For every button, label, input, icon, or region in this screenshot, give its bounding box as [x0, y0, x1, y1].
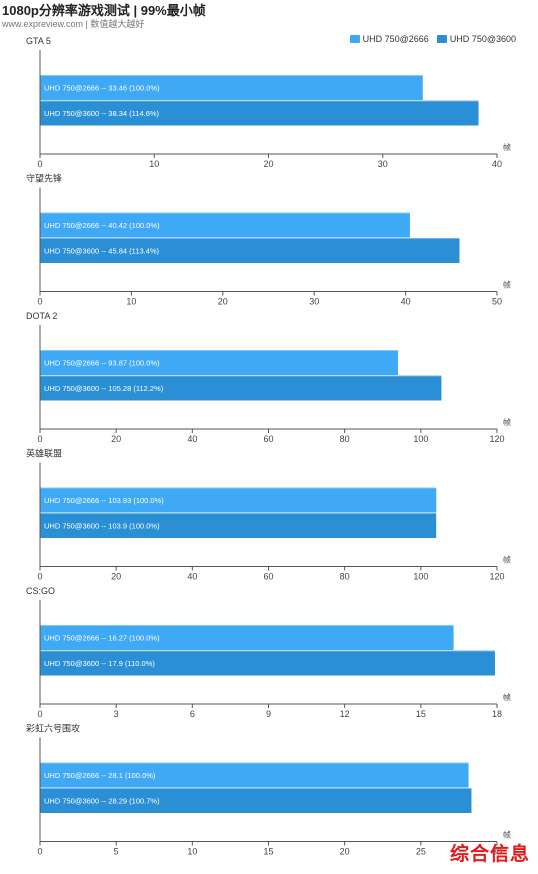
x-unit-label: 帧 [503, 555, 511, 565]
bar-highlight [40, 487, 437, 489]
chart-title: 彩虹六号围攻 [26, 723, 80, 734]
bar-label: UHD 750@3600 -- 103.9 (100.0%) [44, 522, 160, 531]
watermark: 综合信息 [449, 844, 530, 865]
bar-3600 [40, 788, 472, 813]
x-tick-label: 15 [263, 847, 273, 857]
legend-item-3600[interactable]: UHD 750@3600 [436, 34, 516, 44]
x-tick-label: 18 [492, 709, 502, 719]
bar-highlight [40, 762, 469, 764]
bar-highlight [40, 788, 472, 789]
x-tick-label: 60 [263, 434, 273, 444]
x-tick-label: 30 [378, 159, 388, 169]
page-title: 1080p分辨率游戏测试 | 99%最小帧 [2, 3, 206, 18]
chart-title: 英雄联盟 [26, 448, 62, 459]
chart-title: GTA 5 [26, 36, 51, 46]
x-unit-label: 帧 [503, 417, 511, 427]
x-tick-label: 20 [111, 572, 121, 582]
x-tick-label: 0 [37, 159, 42, 169]
x-tick-label: 0 [37, 434, 42, 444]
bar-highlight [40, 75, 423, 76]
x-tick-label: 20 [111, 434, 121, 444]
x-tick-label: 120 [489, 572, 504, 582]
bar-label: UHD 750@3600 -- 105.28 (112.2%) [44, 384, 164, 393]
bar-2666 [40, 487, 437, 513]
legend: UHD 750@2666 UHD 750@3600 [349, 34, 516, 44]
bar-3600 [40, 100, 479, 126]
x-tick-label: 80 [340, 434, 350, 444]
bar-2666 [40, 212, 410, 238]
x-tick-label: 20 [218, 297, 228, 307]
page-subtitle: www.expreview.com | 数值越大越好 [2, 19, 145, 29]
bar-highlight [40, 100, 479, 102]
x-unit-label: 帧 [503, 692, 511, 702]
x-tick-label: 5 [114, 847, 119, 857]
bar-label: UHD 750@2666 -- 33.46 (100.0%) [44, 84, 160, 93]
x-tick-label: 12 [340, 709, 350, 719]
x-tick-label: 20 [340, 847, 350, 857]
chart-title: DOTA 2 [26, 311, 57, 321]
x-tick-label: 3 [114, 709, 119, 719]
bar-label: UHD 750@2666 -- 103.93 (100.0%) [44, 496, 164, 505]
x-tick-label: 0 [37, 709, 42, 719]
chart-title: CS:GO [26, 586, 55, 596]
x-tick-label: 30 [309, 297, 319, 307]
legend-swatch-2666 [349, 35, 360, 43]
x-tick-label: 100 [413, 434, 428, 444]
legend-label-3600: UHD 750@3600 [449, 34, 516, 44]
bar-3600 [40, 238, 460, 263]
bar-highlight [40, 212, 410, 214]
x-tick-label: 15 [416, 709, 426, 719]
bar-2666 [40, 350, 398, 375]
x-tick-label: 40 [187, 434, 197, 444]
x-tick-label: 100 [413, 572, 428, 582]
x-tick-label: 0 [37, 847, 42, 857]
bar-2666 [40, 625, 454, 650]
bar-label: UHD 750@3600 -- 45.84 (113.4%) [44, 247, 160, 256]
bar-label: UHD 750@3600 -- 38.34 (114.6%) [44, 109, 160, 118]
bar-highlight [40, 513, 437, 514]
x-tick-label: 50 [492, 297, 502, 307]
x-tick-label: 9 [266, 709, 271, 719]
bar-highlight [40, 350, 398, 351]
legend-swatch-3600 [436, 35, 447, 43]
bar-2666 [40, 762, 469, 788]
legend-item-2666[interactable]: UHD 750@2666 [349, 34, 429, 44]
x-tick-label: 40 [187, 572, 197, 582]
x-tick-label: 120 [489, 434, 504, 444]
bar-highlight [40, 625, 454, 626]
legend-label-2666: UHD 750@2666 [362, 34, 429, 44]
bar-3600 [40, 650, 495, 676]
x-tick-label: 25 [416, 847, 426, 857]
x-tick-label: 20 [263, 159, 273, 169]
x-tick-label: 30 [492, 847, 502, 857]
bar-2666 [40, 75, 423, 100]
bar-label: UHD 750@3600 -- 28.29 (100.7%) [44, 797, 160, 806]
x-tick-label: 0 [37, 297, 42, 307]
bar-label: UHD 750@2666 -- 40.42 (100.0%) [44, 221, 160, 230]
x-unit-label: 帧 [503, 830, 511, 840]
x-unit-label: 帧 [503, 142, 511, 152]
x-tick-label: 40 [492, 159, 502, 169]
bar-label: UHD 750@2666 -- 93.87 (100.0%) [44, 359, 160, 368]
x-unit-label: 帧 [503, 280, 511, 290]
x-tick-label: 60 [263, 572, 273, 582]
bar-highlight [40, 650, 495, 652]
x-tick-label: 10 [149, 159, 159, 169]
x-tick-label: 10 [126, 297, 136, 307]
x-tick-label: 0 [37, 572, 42, 582]
bar-3600 [40, 375, 442, 401]
x-tick-label: 10 [187, 847, 197, 857]
x-tick-label: 6 [190, 709, 195, 719]
bar-label: UHD 750@2666 -- 28.1 (100.0%) [44, 771, 156, 780]
x-tick-label: 40 [401, 297, 411, 307]
bar-highlight [40, 375, 442, 377]
bar-label: UHD 750@2666 -- 16.27 (100.0%) [44, 634, 160, 643]
x-tick-label: 80 [340, 572, 350, 582]
bar-highlight [40, 238, 460, 239]
bar-3600 [40, 513, 437, 538]
chart-title: 守望先锋 [26, 173, 62, 184]
bar-label: UHD 750@3600 -- 17.9 (110.0%) [44, 659, 155, 668]
